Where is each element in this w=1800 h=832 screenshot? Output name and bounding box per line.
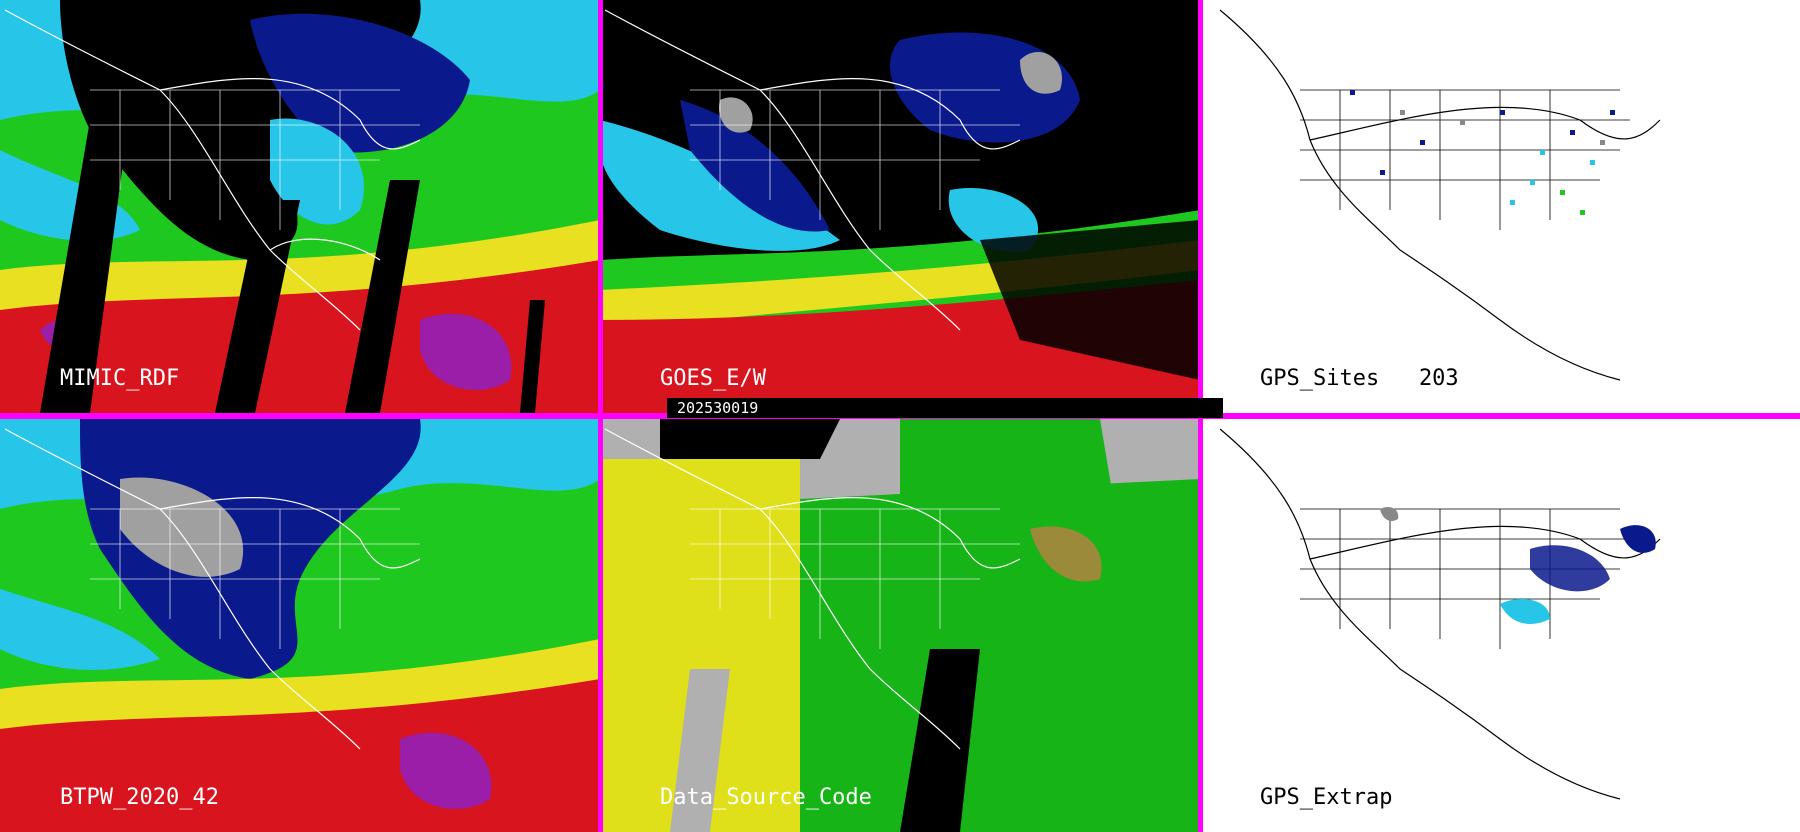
panel-label: GPS_Sites 203 [1260,366,1459,391]
panel-label: BTPW_2020_42 [60,785,219,810]
goes-map-image [600,0,1200,413]
btpw-map-image [0,419,600,832]
timestamp-bar: 202530019 [667,398,1223,418]
panel-gps-sites[interactable]: GPS_Sites 203 [1200,0,1800,413]
source-map-image [600,419,1200,832]
gps-extrap-map-image [1200,419,1800,832]
vertical-divider-left [598,0,603,832]
panel-mimic-rdf[interactable]: MIMIC_RDF [0,0,600,413]
panel-data-source-code[interactable]: Data_Source_Code [600,419,1200,832]
panel-label: GPS_Extrap [1260,785,1393,810]
panel-label: MIMIC_RDF [60,366,180,391]
panel-label: GOES_E/W [660,366,766,391]
panel-goes-ew[interactable]: GOES_E/W [600,0,1200,413]
panel-label: Data_Source_Code [660,785,872,810]
gps-sites-map-image [1200,0,1800,413]
panel-gps-extrap[interactable]: GPS_Extrap [1200,419,1800,832]
mimic-map-image [0,0,600,413]
panel-btpw[interactable]: BTPW_2020_42 [0,419,600,832]
